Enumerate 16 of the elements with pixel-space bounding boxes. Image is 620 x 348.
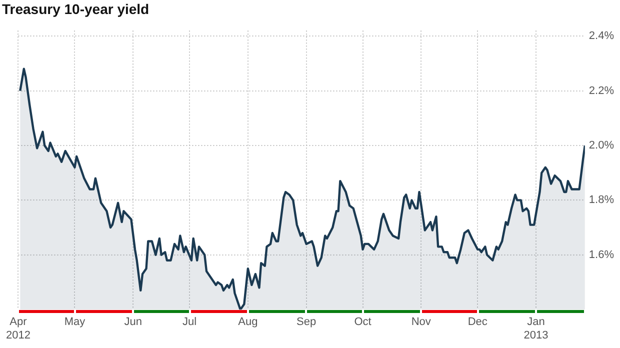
- x-tick-label: Aug: [238, 316, 258, 328]
- x-tick-label: Dec: [468, 316, 488, 328]
- x-tick-label: May: [64, 316, 86, 328]
- x-tick-label: Sep: [296, 316, 316, 328]
- x-tick-label: Apr 2012: [6, 316, 30, 342]
- x-tick-label: Nov: [411, 316, 432, 328]
- y-tick-label: 2.4%: [588, 30, 614, 42]
- x-tick-label: Oct: [354, 316, 372, 328]
- x-tick-label: Jan 2013: [524, 316, 548, 342]
- chart-title: Treasury 10-year yield: [1, 0, 150, 19]
- x-tick-label: Jun: [124, 316, 142, 328]
- y-tick-label: 1.8%: [588, 194, 614, 206]
- y-tick-label: 2.0%: [588, 140, 614, 152]
- y-tick-label: 2.2%: [588, 84, 614, 97]
- y-tick-label: 1.6%: [588, 248, 614, 261]
- x-tick-label: Jul: [182, 316, 197, 328]
